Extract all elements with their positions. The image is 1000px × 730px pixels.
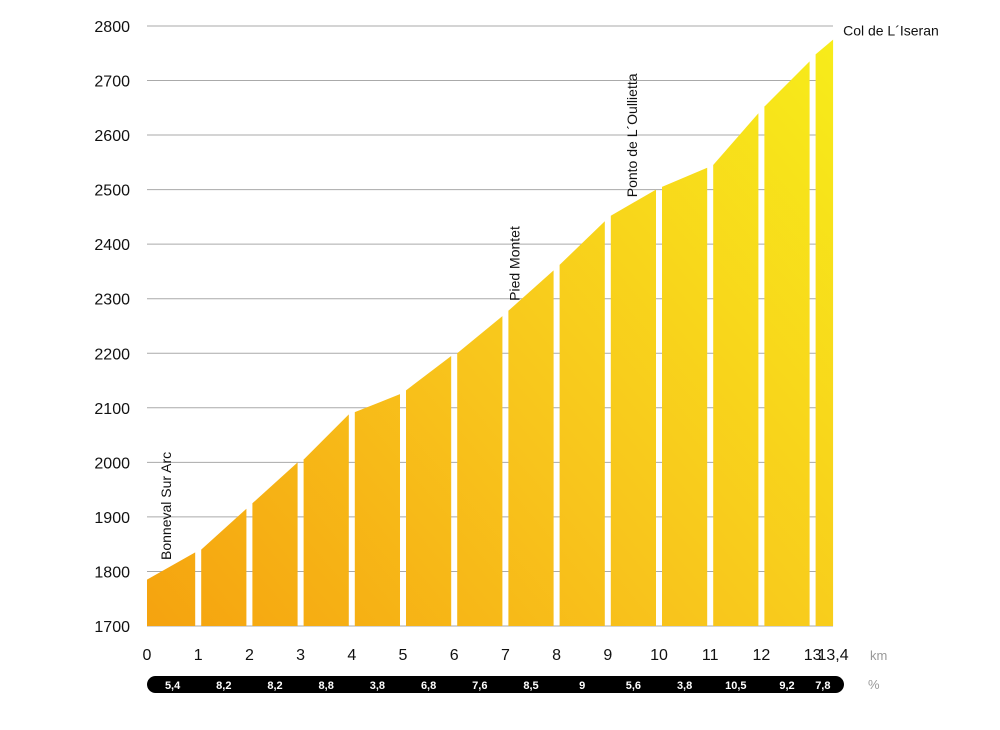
- grade-label: 8,2: [267, 680, 282, 692]
- segment-bar: [559, 221, 605, 626]
- x-tick-label: 13: [804, 647, 822, 664]
- segment-bar: [406, 355, 452, 626]
- y-tick-label: 1800: [94, 564, 130, 581]
- x-tick-label: 2: [245, 647, 254, 664]
- grade-label: 8,5: [523, 680, 538, 692]
- grade-band: [147, 676, 844, 693]
- y-tick-label: 2500: [94, 183, 130, 200]
- x-tick-label: 1: [194, 647, 203, 664]
- y-tick-label: 2100: [94, 401, 130, 418]
- x-tick-label: 12: [753, 647, 771, 664]
- y-axis-ticks: 1700 1800 1900 2000 2100 2200 2300 2400 2500 2600…: [94, 19, 130, 636]
- grade-unit-label: %: [868, 677, 880, 692]
- place-label: Ponto de L´Oullietta: [624, 73, 640, 197]
- grade-label: 5,4: [165, 680, 181, 692]
- segment-bar: [303, 414, 349, 626]
- x-tick-label: 4: [347, 647, 356, 664]
- y-tick-label: 2200: [94, 346, 130, 363]
- segment-bar: [764, 61, 810, 627]
- grade-label: 9,2: [779, 680, 794, 692]
- profile-segments: [147, 39, 834, 627]
- grade-label: 6,8: [421, 680, 436, 692]
- grade-label: 7,6: [472, 680, 487, 692]
- segment-bar: [508, 270, 554, 626]
- segment-bar: [815, 39, 834, 626]
- x-tick-label: 8: [552, 647, 561, 664]
- segment-bar: [252, 462, 298, 626]
- segment-bar: [457, 316, 503, 626]
- place-annotations: Bonneval Sur Arc Pied Montet Ponto de L´Ou…: [158, 23, 939, 560]
- x-tick-label: 10: [650, 647, 668, 664]
- grade-label: 10,5: [725, 680, 746, 692]
- x-tick-label: 13,4: [818, 647, 849, 664]
- grade-label: 5,6: [626, 680, 641, 692]
- grade-labels: 5,4 8,2 8,2 8,8 3,8 6,8 7,6 8,5 9 5,6 3,8 10,5 9,2 7,…: [165, 680, 831, 692]
- grade-label: 8,8: [319, 680, 334, 692]
- grade-label: 3,8: [370, 680, 385, 692]
- y-tick-label: 2300: [94, 292, 130, 309]
- y-tick-label: 1700: [94, 619, 130, 636]
- segment-bar: [662, 167, 708, 626]
- segment-bar: [610, 189, 656, 626]
- x-tick-label: 0: [143, 647, 152, 664]
- x-tick-label: 11: [702, 647, 719, 664]
- y-tick-label: 2700: [94, 74, 130, 91]
- x-tick-label: 7: [501, 647, 510, 664]
- segment-bar: [354, 394, 400, 626]
- y-tick-label: 2600: [94, 128, 130, 145]
- x-tick-label: 5: [399, 647, 408, 664]
- place-label: Col de L´Iseran: [843, 23, 939, 39]
- segment-bar: [201, 508, 247, 626]
- x-unit-label: km: [870, 648, 887, 663]
- segment-bar: [713, 113, 759, 627]
- y-tick-label: 1900: [94, 510, 130, 527]
- grade-label: 8,2: [216, 680, 231, 692]
- y-tick-label: 2400: [94, 237, 130, 254]
- place-label: Pied Montet: [506, 226, 522, 301]
- x-tick-label: 6: [450, 647, 459, 664]
- grade-label: 7,8: [815, 680, 830, 692]
- x-tick-label: 3: [296, 647, 305, 664]
- y-tick-label: 2000: [94, 455, 130, 472]
- grade-label: 9: [579, 680, 585, 692]
- grade-label: 3,8: [677, 680, 692, 692]
- place-label: Bonneval Sur Arc: [158, 452, 174, 560]
- segment-bar: [147, 552, 196, 626]
- y-tick-label: 2800: [94, 19, 130, 36]
- x-tick-label: 9: [603, 647, 612, 664]
